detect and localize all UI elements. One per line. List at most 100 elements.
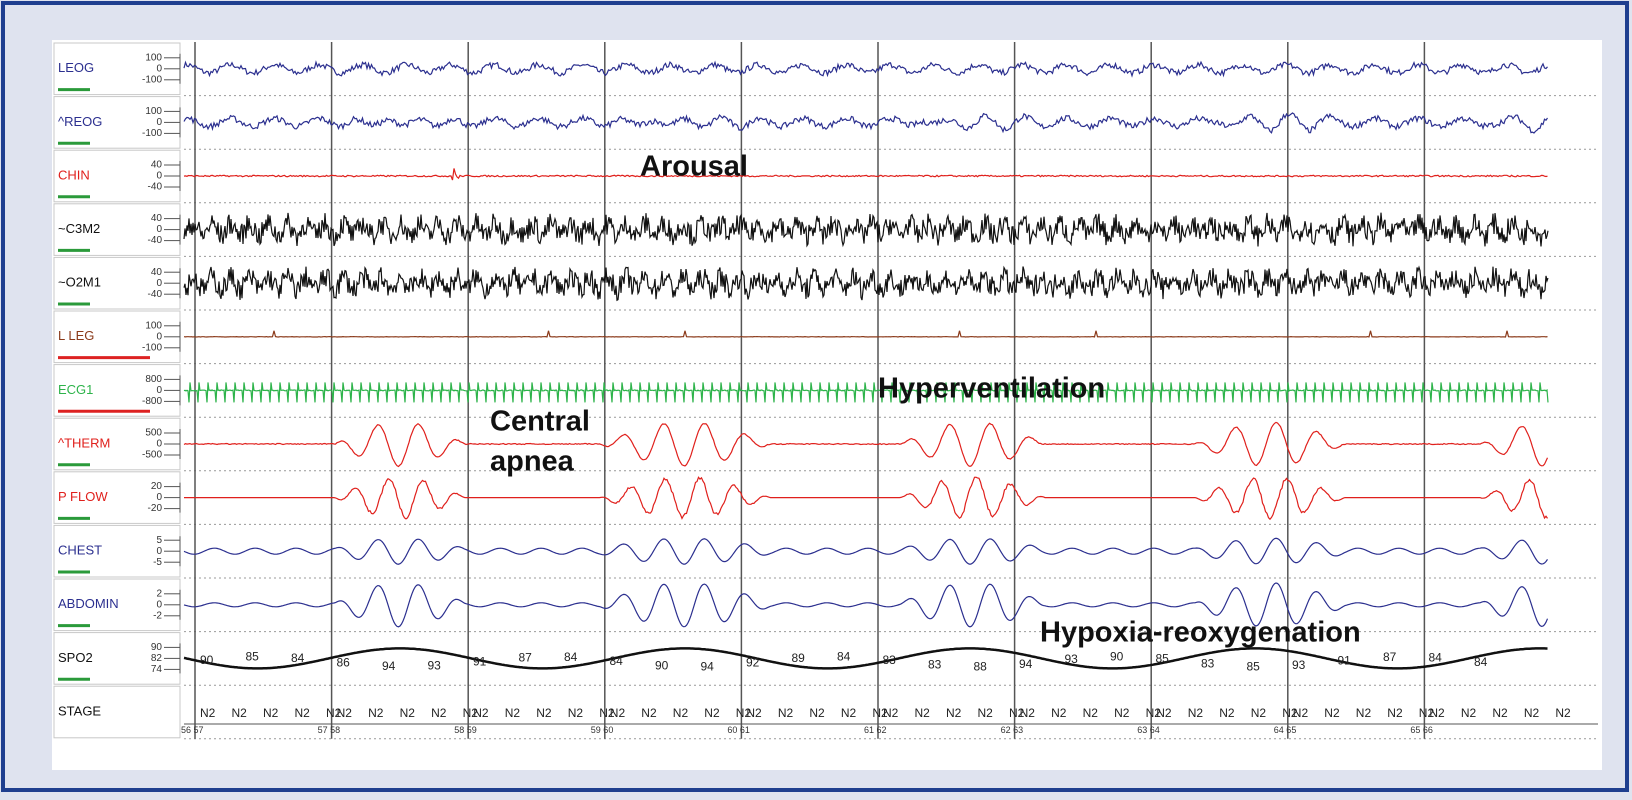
stage-label: N2	[809, 706, 825, 720]
epoch-number: 64 65	[1274, 725, 1297, 735]
waveform	[183, 647, 1548, 670]
epoch-number: 65 66	[1410, 725, 1433, 735]
spo2-value: 93	[1065, 652, 1079, 666]
stage-label: N2	[200, 706, 216, 720]
stage-label: N2	[1156, 706, 1172, 720]
scale-label: 0	[156, 492, 162, 503]
epoch-number: 60 61	[727, 725, 750, 735]
stage-label: N2	[673, 706, 689, 720]
channel-label: ABDOMIN	[58, 596, 119, 611]
scale-label: 0	[156, 439, 162, 450]
stage-label: N2	[978, 706, 994, 720]
scale-label: 0	[156, 546, 162, 557]
epoch-number: 59 60	[591, 725, 614, 735]
channel-label: ^REOG	[58, 114, 102, 129]
channel-box	[53, 149, 181, 203]
scale-label: -100	[142, 128, 162, 139]
epoch-number: 61 62	[864, 725, 887, 735]
stage-label: N2	[263, 706, 279, 720]
scale-label: 800	[145, 374, 162, 385]
stage-label: N2	[746, 706, 762, 720]
stage-label: N2	[232, 706, 248, 720]
spo2-value: 90	[655, 659, 669, 673]
annotation: apnea	[490, 446, 575, 478]
spo2-value: 84	[837, 650, 851, 664]
channel-box	[53, 364, 181, 417]
scale-label: 0	[156, 224, 162, 235]
waveform	[183, 265, 1549, 302]
channel-label: LEOG	[58, 60, 94, 75]
channel-label: ^THERM	[58, 435, 110, 450]
scale-label: -2	[153, 610, 162, 621]
stage-label: N2	[568, 706, 584, 720]
stage-label: N2	[778, 706, 794, 720]
scale-label: -800	[142, 396, 162, 407]
stage-label: N2	[1009, 706, 1025, 720]
spo2-value: 91	[1338, 653, 1352, 667]
stage-label: N2	[1188, 706, 1204, 720]
spo2-value: 94	[382, 659, 396, 673]
scale-label: -5	[153, 557, 162, 568]
stage-label: N2	[1282, 706, 1298, 720]
channel-box	[53, 417, 181, 471]
spo2-value: 84	[1429, 651, 1443, 665]
spo2-value: 84	[610, 654, 624, 668]
scale-label: 100	[145, 52, 162, 63]
epoch-number: 63 64	[1137, 725, 1160, 735]
stage-label: N2	[431, 706, 447, 720]
stage-label: N2	[295, 706, 311, 720]
spo2-value: 93	[1292, 658, 1306, 672]
scale-label: 0	[156, 171, 162, 182]
stage-label: N2	[1419, 706, 1435, 720]
spo2-value: 84	[291, 651, 305, 665]
waveform	[183, 582, 1549, 628]
stage-label: N2	[1051, 706, 1067, 720]
spo2-value: 94	[1019, 657, 1033, 671]
spo2-value: 85	[246, 650, 260, 664]
stage-label: N2	[505, 706, 521, 720]
epoch-number: 62 63	[1001, 725, 1024, 735]
scale-label: 0	[156, 331, 162, 342]
spo2-value: 83	[1201, 656, 1215, 670]
channel-box	[53, 471, 181, 524]
annotation: Hypoxia-reoxygenation	[1040, 617, 1361, 649]
channel-label: CHIN	[58, 167, 90, 182]
stage-label: N2	[1020, 706, 1036, 720]
stage-label: N2	[736, 706, 752, 720]
annotation: Central	[490, 406, 590, 438]
spo2-value: 88	[974, 660, 988, 674]
stage-label: N2	[1429, 706, 1445, 720]
scale-label: -100	[142, 74, 162, 85]
spo2-value: 93	[428, 659, 442, 673]
scale-label: -20	[148, 503, 163, 514]
scale-label: 82	[151, 653, 163, 664]
channel-label: STAGE	[58, 703, 101, 718]
stage-label: N2	[946, 706, 962, 720]
scale-label: 100	[145, 106, 162, 117]
channel-label: SPO2	[58, 650, 93, 665]
stage-label: N2	[872, 706, 888, 720]
spo2-value: 83	[883, 653, 897, 667]
stage-label: N2	[1114, 706, 1130, 720]
channel-label: ~C3M2	[58, 221, 100, 236]
stage-label: N2	[1083, 706, 1099, 720]
stage-label: N2	[883, 706, 899, 720]
stage-label: N2	[536, 706, 552, 720]
stage-label: N2	[1219, 706, 1235, 720]
scale-label: 40	[151, 160, 163, 171]
channel-label: CHEST	[58, 543, 102, 558]
scale-label: 100	[145, 320, 162, 331]
panel	[52, 40, 1602, 770]
channel-box	[53, 524, 181, 578]
channel-box	[53, 632, 181, 685]
scale-label: 0	[156, 278, 162, 289]
waveform	[183, 212, 1549, 248]
spo2-value: 89	[792, 651, 806, 665]
waveform	[183, 112, 1548, 134]
scale-label: 40	[151, 213, 163, 224]
scale-label: -40	[148, 182, 163, 193]
spo2-value: 85	[1156, 652, 1170, 666]
scale-label: -100	[142, 342, 162, 353]
